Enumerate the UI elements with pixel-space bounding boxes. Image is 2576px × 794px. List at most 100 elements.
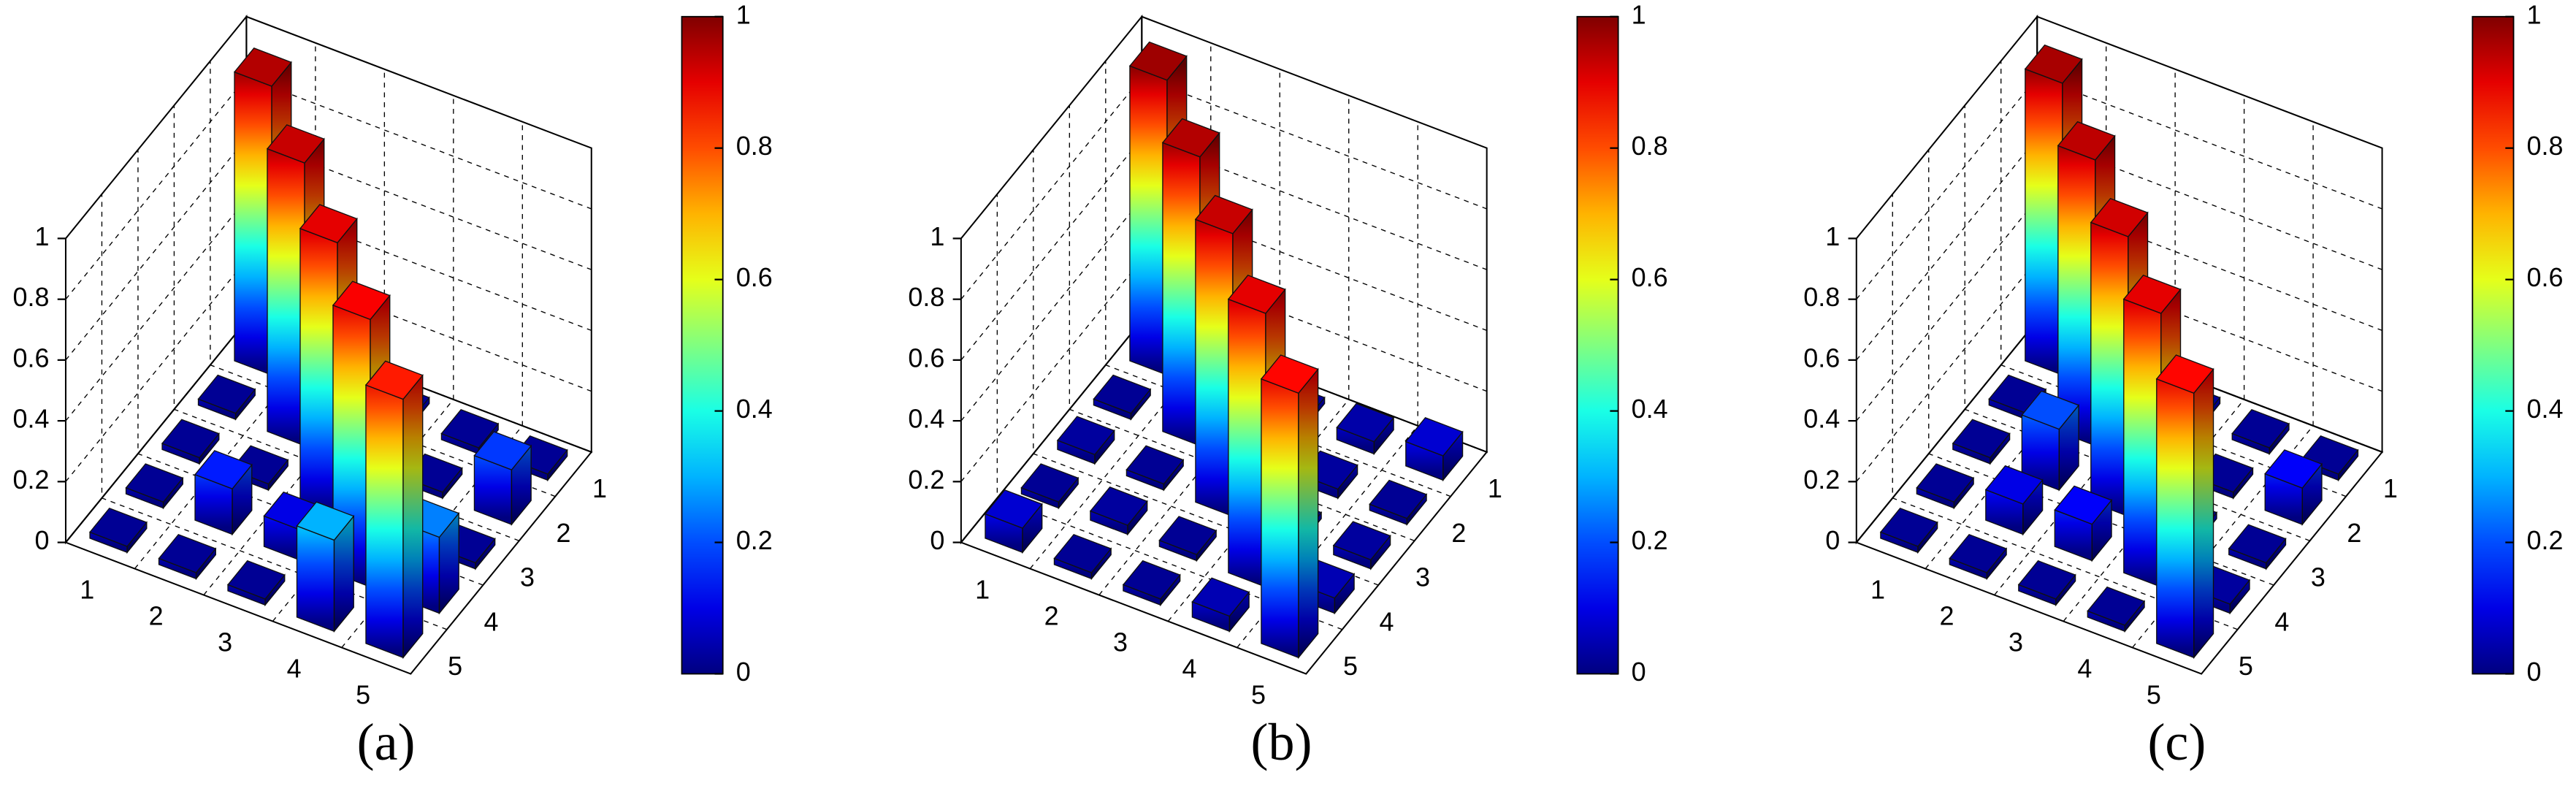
bar bbox=[1122, 560, 1181, 607]
bar-shade bbox=[439, 513, 459, 614]
bar-shade bbox=[1442, 432, 1463, 481]
bar bbox=[1158, 516, 1218, 562]
x-tick-label: 1 bbox=[1870, 575, 1885, 605]
bar bbox=[1336, 402, 1395, 456]
bar-top bbox=[1194, 194, 1253, 234]
bar bbox=[2021, 390, 2080, 492]
bar bbox=[1056, 416, 1115, 465]
grid-line bbox=[960, 15, 1487, 239]
bar-top bbox=[1161, 118, 1220, 158]
colorbar-tick-label: 0.2 bbox=[1632, 525, 1668, 555]
bar bbox=[2228, 524, 2287, 570]
x-tick-label: 5 bbox=[2147, 680, 2161, 710]
colorbar-tick-label: 0.4 bbox=[1632, 394, 1668, 424]
bar bbox=[1260, 354, 1319, 660]
z-tick-label: 1 bbox=[34, 221, 49, 251]
bar-top bbox=[1122, 560, 1181, 600]
x-tick-label: 2 bbox=[149, 601, 164, 631]
bar-top bbox=[2017, 560, 2076, 600]
bar-shade bbox=[1160, 575, 1180, 606]
y-tick-label: 5 bbox=[2239, 651, 2253, 681]
colorbar-tick-label: 0 bbox=[1632, 657, 1646, 687]
grid-line bbox=[1856, 15, 2382, 239]
x-tick-label: 3 bbox=[2009, 627, 2023, 657]
caption: (a) bbox=[357, 713, 416, 771]
colorbar-tick-label: 0.4 bbox=[736, 394, 773, 424]
bar-top bbox=[332, 280, 391, 321]
bar-shade bbox=[1374, 417, 1394, 454]
bar bbox=[197, 374, 256, 421]
colorbar-tick-label: 0.6 bbox=[2527, 262, 2564, 292]
colorbar bbox=[2472, 15, 2515, 675]
bar-shade bbox=[2269, 424, 2289, 454]
bar bbox=[1949, 533, 2008, 581]
bar-shade bbox=[235, 389, 256, 420]
y-tick-label: 4 bbox=[1379, 606, 1394, 636]
bar-top bbox=[1260, 354, 1319, 394]
bar-shade bbox=[442, 467, 462, 499]
bar-top bbox=[1404, 417, 1464, 457]
bar-front bbox=[2123, 298, 2162, 588]
bar-top bbox=[1020, 463, 1079, 503]
x-tick-label: 2 bbox=[1939, 601, 1954, 631]
bar bbox=[1879, 507, 1938, 554]
bar-top bbox=[2231, 408, 2290, 448]
bar bbox=[2017, 560, 2076, 607]
y-tick-label: 4 bbox=[484, 606, 499, 636]
bar bbox=[1053, 533, 1112, 581]
bar-top bbox=[233, 47, 292, 87]
bar-shade bbox=[2055, 575, 2076, 606]
bar-shade bbox=[402, 375, 423, 658]
bar-shade bbox=[2338, 450, 2358, 481]
bar-top bbox=[2054, 485, 2113, 525]
x-tick-label: 5 bbox=[1251, 680, 1266, 710]
colorbar-tick-label: 0.6 bbox=[1632, 262, 1668, 292]
bar-shade bbox=[2059, 405, 2079, 490]
colorbar-tick-label: 0.2 bbox=[2527, 525, 2564, 555]
bar-top bbox=[473, 431, 532, 470]
bar-top bbox=[1125, 445, 1185, 485]
bar-top bbox=[161, 419, 220, 459]
left-wall bbox=[1855, 14, 2038, 545]
x-tick-label: 1 bbox=[80, 575, 94, 605]
z-tick-label: 0.8 bbox=[12, 282, 49, 312]
bar-top bbox=[1056, 416, 1115, 456]
bar-top bbox=[2024, 44, 2083, 84]
grid-line bbox=[341, 121, 523, 648]
bar-top bbox=[2155, 354, 2214, 394]
bar-front bbox=[2025, 68, 2063, 376]
bar-shade bbox=[265, 575, 285, 606]
bar-shade bbox=[1196, 530, 1217, 561]
z-tick-label: 1 bbox=[930, 221, 944, 251]
bar bbox=[2087, 586, 2146, 633]
x-tick-label: 2 bbox=[1044, 601, 1059, 631]
z-tick-label: 0.8 bbox=[1803, 282, 1840, 312]
bar-top bbox=[2264, 449, 2323, 489]
bar-front bbox=[1228, 298, 1266, 588]
bar-shade bbox=[475, 538, 495, 569]
bar-top bbox=[2228, 524, 2287, 564]
bar bbox=[1125, 445, 1185, 492]
bar-top bbox=[1949, 533, 2008, 573]
bar-top bbox=[125, 463, 184, 503]
bar-shade bbox=[1337, 465, 1358, 499]
bar-shade bbox=[2233, 467, 2253, 499]
bar-shade bbox=[1917, 522, 1938, 553]
bar-front bbox=[267, 148, 305, 447]
bar-shade bbox=[1987, 549, 2007, 579]
y-tick-label: 5 bbox=[448, 651, 462, 681]
bar-top bbox=[2087, 586, 2146, 626]
bar-front bbox=[1261, 378, 1299, 659]
bar-shade bbox=[196, 549, 216, 579]
z-tick-label: 0.6 bbox=[12, 343, 49, 373]
bar bbox=[364, 360, 424, 660]
z-tick-label: 0 bbox=[1825, 525, 1840, 555]
y-tick-label: 1 bbox=[1488, 473, 1502, 503]
bar-shade bbox=[2193, 369, 2214, 658]
bar-shade bbox=[1091, 549, 1112, 579]
bar bbox=[158, 533, 217, 581]
y-tick-label: 5 bbox=[1343, 651, 1358, 681]
bar-shade bbox=[511, 446, 532, 525]
y-tick-label: 1 bbox=[592, 473, 607, 503]
z-tick-label: 1 bbox=[1825, 221, 1840, 251]
